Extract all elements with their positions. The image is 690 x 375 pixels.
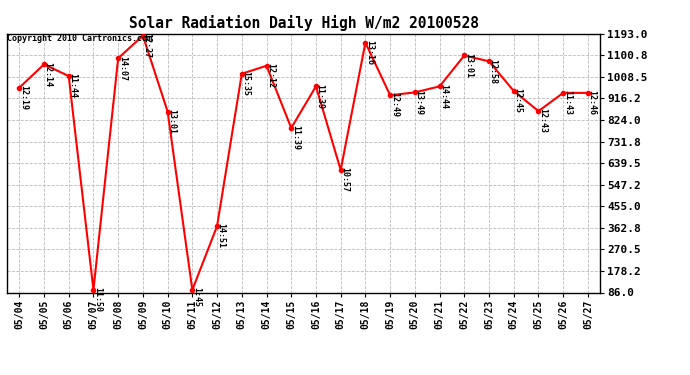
Text: 15:35: 15:35 bbox=[241, 71, 250, 96]
Text: 12:19: 12:19 bbox=[19, 85, 28, 110]
Text: 12:49: 12:49 bbox=[390, 93, 399, 117]
Text: 12:43: 12:43 bbox=[538, 108, 547, 134]
Text: 13:16: 13:16 bbox=[365, 40, 374, 65]
Text: 11:39: 11:39 bbox=[315, 84, 324, 109]
Text: 12:58: 12:58 bbox=[489, 58, 497, 84]
Text: 12:46: 12:46 bbox=[588, 90, 597, 115]
Text: 14:07: 14:07 bbox=[118, 56, 127, 81]
Text: Copyright 2010 Cartronics.com: Copyright 2010 Cartronics.com bbox=[7, 34, 152, 43]
Text: 11:50: 11:50 bbox=[93, 287, 102, 312]
Text: 10:57: 10:57 bbox=[340, 167, 349, 192]
Text: 1:45: 1:45 bbox=[192, 287, 201, 307]
Text: 12:12: 12:12 bbox=[266, 63, 275, 88]
Text: 13:49: 13:49 bbox=[415, 90, 424, 115]
Title: Solar Radiation Daily High W/m2 20100528: Solar Radiation Daily High W/m2 20100528 bbox=[128, 15, 479, 31]
Text: 13:01: 13:01 bbox=[464, 53, 473, 78]
Text: 11:39: 11:39 bbox=[291, 125, 300, 150]
Text: 11:44: 11:44 bbox=[68, 73, 77, 98]
Text: 12:45: 12:45 bbox=[513, 88, 522, 113]
Text: 13:01: 13:01 bbox=[167, 109, 176, 134]
Text: 12:27: 12:27 bbox=[143, 33, 152, 58]
Text: 14:44: 14:44 bbox=[440, 84, 449, 109]
Text: 12:14: 12:14 bbox=[43, 62, 52, 87]
Text: 11:43: 11:43 bbox=[563, 90, 572, 115]
Text: 14:51: 14:51 bbox=[217, 224, 226, 248]
